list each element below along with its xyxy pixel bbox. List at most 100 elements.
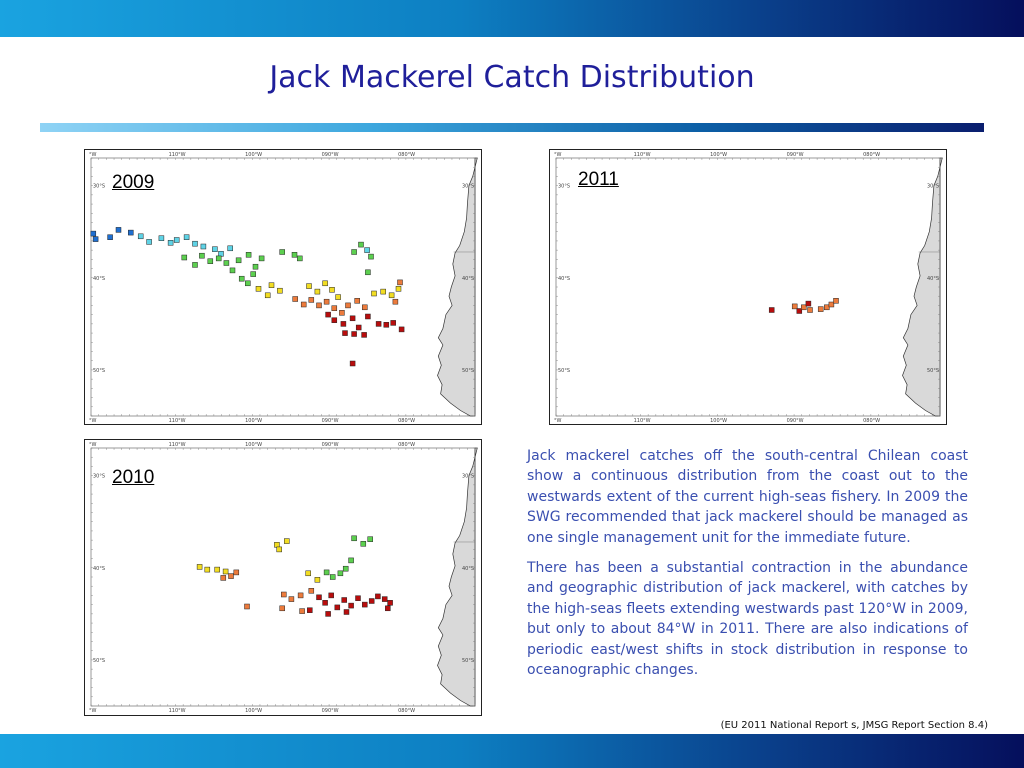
map-2011-canvas: °W °W 110°W 110°W 100°W 100°W 090°W 090°W 080°W 0…	[554, 152, 943, 424]
catch-marker	[340, 321, 347, 327]
bottom-banner	[0, 734, 1024, 768]
lon-label-top: 110°W	[169, 152, 186, 158]
catch-marker	[331, 317, 338, 323]
catch-marker	[328, 592, 334, 599]
lon-label-bottom: 110°W	[169, 418, 186, 424]
map-frame	[555, 157, 941, 417]
map-2009: °W °W 110°W 110°W 100°W 100°W 090°W 090°W 080°W 0…	[84, 149, 482, 425]
year-label-2010: 2010	[112, 467, 155, 488]
catch-marker	[223, 260, 230, 266]
lon-label-bottom: °W	[89, 708, 97, 714]
catch-marker	[323, 298, 330, 305]
catch-marker	[228, 573, 234, 579]
lat-label-right: 30°S	[462, 474, 474, 480]
catch-marker	[355, 595, 361, 601]
catch-marker	[167, 240, 174, 246]
catch-marker	[316, 594, 322, 601]
catch-marker	[307, 607, 313, 613]
catch-marker	[398, 326, 405, 333]
catch-marker	[277, 287, 283, 294]
lon-label-bottom: 090°W	[322, 418, 339, 424]
catch-marker	[817, 306, 824, 312]
lon-label-top: 100°W	[245, 152, 262, 158]
catch-marker	[250, 271, 256, 277]
title-underline-bar	[40, 123, 984, 132]
catch-marker	[258, 255, 265, 262]
catch-marker	[255, 286, 262, 292]
lon-label-top: °W	[554, 152, 562, 158]
catch-marker	[207, 258, 214, 264]
catch-marker	[348, 557, 354, 564]
catch-marker	[199, 252, 205, 259]
lon-label-bottom: 100°W	[710, 418, 727, 424]
catch-marker	[322, 600, 328, 606]
catch-marker	[805, 300, 812, 307]
catch-marker	[214, 566, 220, 573]
catch-marker	[342, 565, 349, 572]
catch-marker	[284, 538, 290, 544]
catch-marker	[222, 568, 229, 575]
land-chile	[902, 157, 943, 417]
lon-label-bottom: 080°W	[398, 418, 415, 424]
catch-marker	[354, 298, 360, 304]
catch-marker	[252, 263, 259, 270]
catch-marker	[345, 302, 351, 309]
year-label-2011: 2011	[578, 169, 619, 190]
lon-label-top: °W	[89, 442, 97, 448]
catch-marker	[218, 251, 224, 257]
catch-marker	[388, 292, 395, 299]
catch-marker	[200, 243, 207, 250]
lon-label-top: 110°W	[169, 442, 186, 448]
catch-marker	[306, 283, 312, 289]
catch-marker	[115, 227, 122, 233]
catch-marker	[220, 575, 227, 581]
catch-marker	[339, 310, 345, 316]
catch-marker	[137, 233, 144, 240]
catch-marker	[395, 286, 402, 292]
catch-marker	[299, 608, 305, 614]
catch-marker	[92, 236, 99, 242]
catch-marker	[392, 298, 399, 305]
catch-marker	[796, 308, 803, 314]
catch-marker	[380, 288, 386, 295]
catch-marker	[348, 602, 354, 609]
catch-marker	[351, 331, 357, 337]
catch-marker	[368, 253, 374, 260]
catch-marker	[128, 229, 134, 236]
catch-marker	[276, 546, 282, 553]
lon-label-top: 080°W	[398, 442, 415, 448]
catch-marker	[381, 596, 388, 602]
lat-label-right: 30°S	[462, 184, 474, 190]
lon-label-bottom: 100°W	[245, 418, 262, 424]
catch-marker	[329, 287, 335, 293]
catch-marker	[297, 592, 304, 599]
catch-marker	[183, 234, 190, 240]
catch-marker	[158, 235, 165, 241]
lon-label-bottom: 110°W	[634, 418, 651, 424]
catch-marker	[192, 240, 198, 247]
land-chile	[437, 447, 478, 707]
catch-marker	[279, 605, 285, 612]
catch-marker	[368, 598, 375, 604]
catch-marker	[349, 360, 356, 367]
catch-marker	[274, 542, 280, 548]
catch-marker	[397, 279, 403, 286]
catch-marker	[308, 297, 315, 303]
lat-label-right: 50°S	[927, 368, 939, 374]
catch-marker	[291, 252, 298, 258]
catch-marker	[268, 282, 275, 288]
catch-marker	[343, 609, 350, 615]
catch-marker	[833, 298, 839, 304]
catch-marker	[325, 311, 331, 318]
catch-marker	[146, 239, 152, 245]
map-frame	[90, 447, 476, 707]
catch-marker	[349, 315, 356, 322]
lat-label-left: 40°S	[558, 276, 570, 282]
catch-marker	[227, 245, 233, 252]
lon-label-top: 110°W	[634, 152, 651, 158]
lat-label-left: 40°S	[93, 276, 105, 282]
year-label-2009: 2009	[112, 172, 155, 193]
catch-marker	[387, 600, 393, 606]
catch-marker	[791, 303, 798, 310]
catch-marker	[351, 249, 357, 255]
